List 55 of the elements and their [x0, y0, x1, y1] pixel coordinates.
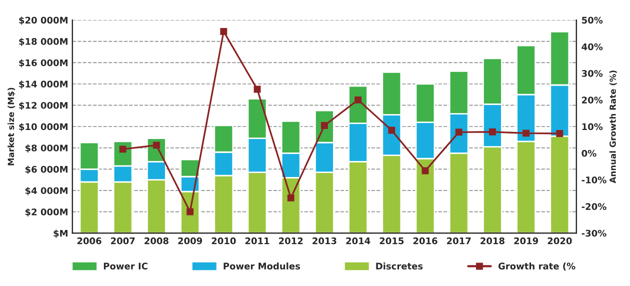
y2-tick-label: 40%	[582, 43, 603, 50]
x-tick-label: 2008	[144, 237, 168, 244]
y-tick-label: $6 000M	[25, 166, 68, 174]
y2-tick-label: -10%	[582, 176, 606, 184]
y2-tick-label: 50%	[582, 16, 603, 24]
legend-label: Power Modules	[224, 262, 300, 270]
point	[254, 86, 261, 93]
x-tick-label: 2009	[178, 237, 202, 244]
x-tick-label: 2014	[346, 237, 370, 244]
x-tick-label: 2011	[245, 237, 270, 244]
point	[455, 128, 462, 136]
y2-tick-label: -20%	[582, 203, 606, 210]
y-tick-label: $10 000M	[19, 123, 68, 132]
point	[320, 122, 328, 129]
y2-tick-label: 30%	[582, 70, 603, 77]
x-tick-label: 2015	[380, 237, 404, 244]
x-tick-label: 2020	[548, 237, 572, 244]
legend-label: Discretes	[376, 262, 423, 270]
point	[556, 130, 564, 137]
x-tick-label: 2019	[514, 237, 538, 244]
x-tick-label: 2017	[447, 237, 471, 244]
x-tick-label: 2013	[312, 237, 336, 244]
x-tick-label: 2007	[111, 237, 135, 244]
y2-tick-label: 0%	[582, 150, 596, 157]
y2-axis-title: Annual Growth Rate (%)	[609, 70, 617, 184]
point	[220, 28, 228, 35]
x-tick-label: 2012	[279, 237, 303, 244]
y2-tick-label: 20%	[582, 96, 603, 104]
point	[119, 146, 126, 153]
y-tick-label: $4 000M	[25, 187, 68, 196]
x-tick-label: 2010	[212, 237, 236, 244]
point	[522, 130, 530, 137]
y-tick-label: $14 000M	[19, 80, 68, 89]
point	[287, 194, 294, 202]
x-tick-label: 2006	[77, 237, 102, 244]
point	[186, 208, 194, 216]
legend-label: Growth rate (%	[498, 262, 576, 271]
point	[488, 128, 496, 136]
y-axis-title: Market size (M$)	[8, 88, 16, 166]
point	[388, 126, 396, 134]
y2-tick-label: 10%	[582, 123, 603, 130]
point	[422, 167, 429, 174]
x-tick-label: 2016	[413, 237, 438, 244]
y-tick-label: $20 000M	[19, 16, 68, 25]
y-tick-label: $8 000M	[25, 144, 68, 153]
y-tick-label: $M	[54, 230, 68, 238]
y-tick-label: $2 000M	[25, 208, 68, 217]
x-tick-label: 2018	[480, 237, 504, 244]
y-tick-label: $12 000M	[19, 102, 68, 110]
y-tick-label: $16 000M	[19, 59, 68, 68]
point	[354, 96, 362, 104]
point	[152, 142, 160, 149]
y-tick-label: $18 000M	[19, 38, 68, 46]
legend-label: Power IC	[104, 262, 148, 270]
y2-tick-label: -30%	[582, 230, 606, 237]
